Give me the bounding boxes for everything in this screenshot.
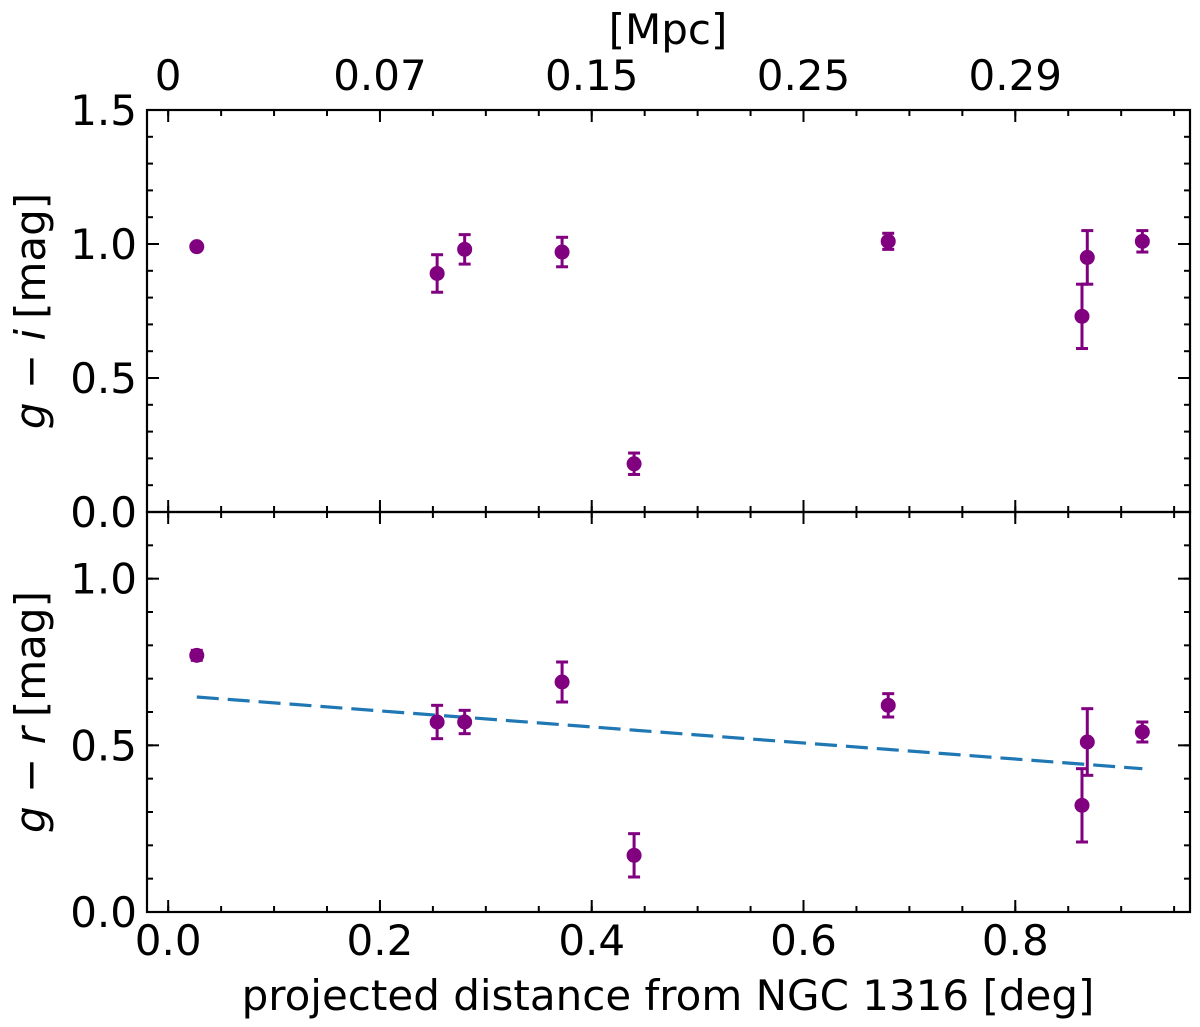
g-i-ylabel: g − i [mag] [6, 193, 55, 429]
g-r-marker [429, 714, 445, 730]
g-r-data-points [189, 647, 1150, 879]
g-r-marker [457, 714, 473, 730]
g-i-point [554, 235, 570, 269]
g-r-ytick-label: 0.0 [70, 888, 137, 937]
g-i-marker [457, 241, 473, 257]
g-i-ylabel-unit: [mag] [6, 193, 55, 319]
g-i-point [1079, 229, 1095, 286]
g-r-point [1134, 720, 1150, 744]
g-i-point [429, 253, 445, 294]
g-r-point [429, 703, 445, 741]
mpc-tick-label: 0 [155, 51, 182, 100]
g-i-marker [189, 239, 205, 255]
g-i-ticks [147, 109, 1190, 513]
g-i-marker [1079, 249, 1095, 265]
g-i-ytick-label: 1.5 [70, 86, 137, 135]
x-tick-label: 0.0 [135, 916, 202, 965]
g-r-ytick-label: 1.0 [70, 555, 137, 604]
g-r-marker [880, 697, 896, 713]
g-i-ytick-labels: 0.0 0.5 1.0 1.5 [70, 86, 137, 537]
g-i-point [880, 231, 896, 251]
x-tick-label: 0.4 [558, 916, 625, 965]
x-tick-label: 0.6 [770, 916, 837, 965]
g-r-fit-line [196, 695, 1143, 771]
g-r-ticks [147, 511, 1190, 913]
g-r-marker [626, 847, 642, 863]
g-i-point [189, 239, 205, 255]
g-r-marker [1134, 724, 1150, 740]
g-r-ylabel-var: g − r [6, 724, 55, 833]
g-r-point [189, 647, 205, 663]
g-r-plot-frame [145, 510, 1192, 914]
g-r-point [1079, 707, 1095, 777]
g-r-point [626, 832, 642, 879]
mpc-tick-label: 0.07 [333, 51, 427, 100]
x-axis-tick-labels: 0.0 0.2 0.4 0.6 0.8 [135, 916, 1049, 965]
g-i-point [1134, 229, 1150, 254]
g-i-plot-frame [145, 108, 1192, 514]
mpc-axis-label: [Mpc] [609, 5, 728, 54]
g-r-point [1074, 767, 1090, 844]
g-i-point [1074, 282, 1090, 351]
x-axis-label: projected distance from NGC 1316 [deg] [242, 971, 1095, 1020]
g-r-point [457, 708, 473, 736]
g-i-ytick-label: 0.0 [70, 488, 137, 537]
g-i-panel: 0.0 0.5 1.0 1.5 g − i [mag] [6, 86, 1192, 537]
g-i-marker [880, 233, 896, 249]
g-i-marker [554, 244, 570, 260]
x-tick-label: 0.8 [982, 916, 1049, 965]
g-r-ytick-labels: 0.0 0.5 1.0 [70, 555, 137, 937]
g-i-point [626, 451, 642, 476]
mpc-axis-tick-labels: 0 0.07 0.15 0.25 0.29 [155, 51, 1062, 100]
g-i-ytick-label: 0.5 [70, 354, 137, 403]
g-r-point [554, 660, 570, 704]
g-r-point [880, 692, 896, 719]
g-r-marker [1074, 797, 1090, 813]
mpc-tick-label: 0.29 [969, 51, 1063, 100]
g-r-marker [189, 647, 205, 663]
g-i-marker [1134, 233, 1150, 249]
g-i-ytick-label: 1.0 [70, 220, 137, 269]
g-r-panel: 0.0 0.5 1.0 g − r [mag] [6, 510, 1192, 937]
g-r-ytick-label: 0.5 [70, 721, 137, 770]
g-r-marker [1079, 734, 1095, 750]
g-i-ylabel-var: g − i [6, 329, 55, 430]
g-r-ylabel: g − r [mag] [6, 591, 55, 833]
g-i-marker [1074, 308, 1090, 324]
mpc-tick-label: 0.15 [545, 51, 639, 100]
g-i-marker [626, 456, 642, 472]
g-i-point [457, 233, 473, 266]
g-r-marker [554, 674, 570, 690]
g-i-data-points [189, 229, 1150, 476]
x-tick-label: 0.2 [347, 916, 414, 965]
g-r-ylabel-unit: [mag] [6, 591, 55, 717]
mpc-tick-label: 0.25 [757, 51, 851, 100]
g-i-marker [429, 265, 445, 281]
